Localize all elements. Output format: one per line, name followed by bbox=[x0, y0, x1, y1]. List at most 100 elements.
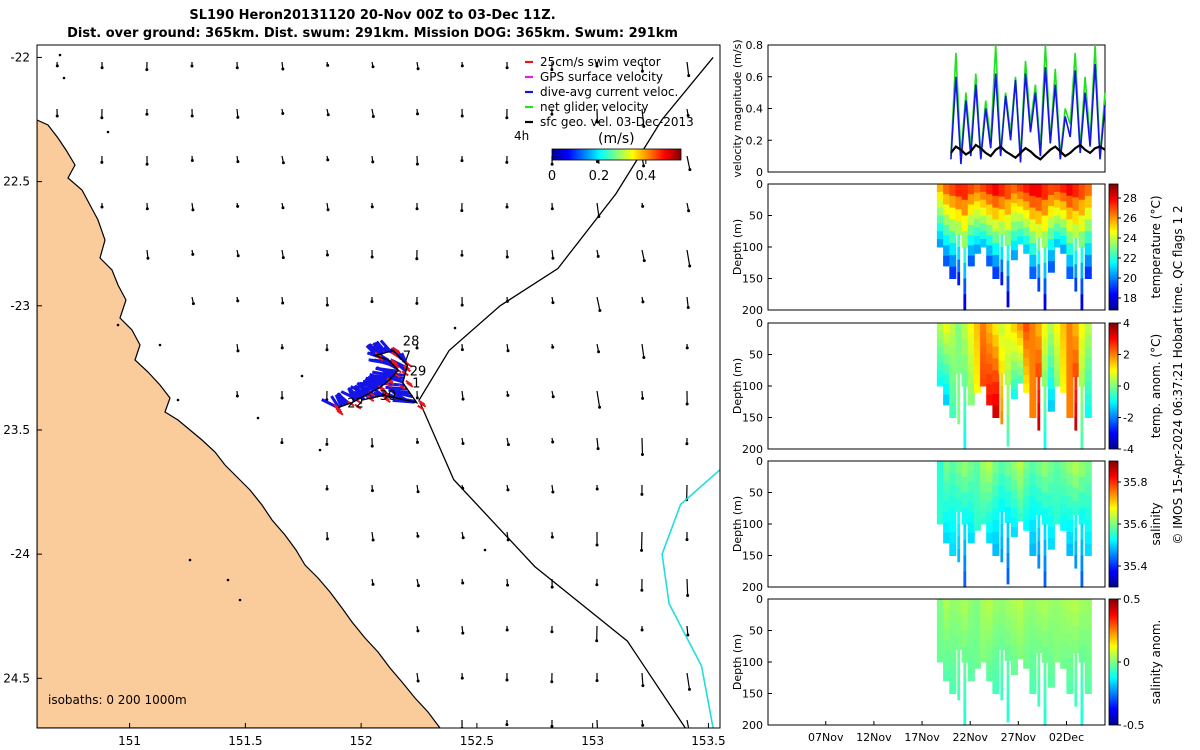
section-cell bbox=[986, 471, 994, 482]
section-cell bbox=[1084, 520, 1092, 533]
dive-avg-current-vector bbox=[359, 382, 382, 389]
section-cell bbox=[1066, 405, 1074, 418]
section-colorbar-tick-label: 4 bbox=[1123, 317, 1130, 330]
section-cell bbox=[986, 501, 994, 513]
section-cell bbox=[943, 650, 951, 661]
section-cell bbox=[973, 487, 981, 497]
section-cell bbox=[943, 461, 951, 472]
section-cell bbox=[1060, 236, 1068, 246]
section-cell bbox=[967, 501, 975, 513]
section-cell bbox=[1010, 212, 1018, 223]
section-cell bbox=[1006, 522, 1010, 539]
section-cell bbox=[973, 227, 981, 237]
depth-ylabel: Depth (m) bbox=[731, 358, 744, 414]
surface-velocity-arrowhead bbox=[460, 676, 464, 680]
section-cell bbox=[1029, 484, 1037, 497]
surface-velocity-arrowhead bbox=[371, 538, 375, 542]
map-y-tick-label: -24 bbox=[10, 547, 30, 561]
section-cell bbox=[992, 669, 1000, 683]
section-cell bbox=[1054, 468, 1061, 478]
section-cell bbox=[943, 333, 951, 344]
section-cell bbox=[1078, 508, 1086, 525]
section-cell bbox=[1084, 334, 1092, 348]
depth-tick-label: 0 bbox=[756, 317, 763, 330]
section-cell bbox=[949, 405, 957, 418]
section-cell bbox=[973, 633, 981, 643]
section-cell bbox=[980, 599, 988, 608]
section-cell bbox=[936, 215, 944, 224]
section-cell bbox=[1084, 472, 1092, 486]
section-cell bbox=[955, 486, 963, 500]
section-cell bbox=[986, 522, 994, 534]
section-cell bbox=[1029, 681, 1037, 694]
surface-velocity-arrowhead bbox=[595, 487, 599, 491]
surface-velocity-arrowhead bbox=[191, 252, 195, 256]
reef-island bbox=[106, 130, 110, 134]
surface-velocity-arrowhead bbox=[506, 349, 510, 353]
swim-vector bbox=[392, 348, 401, 355]
section-cell bbox=[963, 401, 967, 419]
section-cell bbox=[967, 184, 975, 195]
surface-velocity-arrowhead bbox=[505, 66, 509, 70]
section-colorbar-label: temperature (°C) bbox=[1149, 196, 1163, 299]
section-cell bbox=[992, 472, 1000, 486]
section-cell bbox=[1060, 607, 1068, 617]
section-cell bbox=[963, 571, 967, 588]
section-cell bbox=[1029, 472, 1037, 486]
depth-tick-label: 0 bbox=[756, 178, 763, 191]
section-cell bbox=[1054, 370, 1061, 379]
dive-avg-current-vector bbox=[334, 394, 343, 408]
section-cell bbox=[1023, 504, 1031, 514]
reef-island bbox=[256, 416, 260, 420]
section-cell bbox=[943, 522, 951, 534]
section-cell bbox=[992, 323, 1000, 336]
section-cell bbox=[1074, 376, 1078, 391]
section-cell bbox=[1054, 599, 1061, 608]
section-cell bbox=[1084, 346, 1092, 359]
section-cell bbox=[1004, 230, 1012, 246]
section-cell bbox=[1010, 498, 1018, 509]
section-cell bbox=[1041, 599, 1049, 616]
section-cell bbox=[1072, 363, 1080, 378]
section-cell bbox=[1037, 237, 1041, 252]
section-cell bbox=[1084, 382, 1092, 395]
section-cell bbox=[992, 658, 1000, 671]
section-cell bbox=[943, 204, 951, 216]
section-cell bbox=[1023, 323, 1031, 333]
section-cell bbox=[1017, 323, 1025, 331]
surface-velocity-arrowhead bbox=[461, 581, 465, 585]
section-cell bbox=[1010, 250, 1018, 261]
section-cell bbox=[1035, 501, 1043, 516]
surface-velocity-arrowhead bbox=[505, 205, 509, 209]
section-cell bbox=[943, 384, 951, 396]
section-cell bbox=[1041, 215, 1049, 232]
map-y-tick-label: 23.5 bbox=[3, 423, 30, 437]
section-cell bbox=[1000, 536, 1004, 550]
surface-velocity-arrowhead bbox=[280, 346, 284, 350]
section-cell bbox=[1084, 393, 1092, 407]
surface-velocity-arrowhead bbox=[506, 488, 510, 492]
dive-avg-current-vector bbox=[362, 379, 385, 386]
surface-velocity-arrowhead bbox=[506, 443, 510, 447]
section-cell bbox=[973, 513, 981, 523]
section-cell bbox=[967, 670, 975, 682]
section-cell bbox=[973, 469, 981, 479]
section-cell bbox=[992, 382, 1000, 395]
section-cell bbox=[957, 247, 961, 261]
section-cell bbox=[1004, 461, 1012, 477]
section-cell bbox=[1060, 504, 1068, 514]
section-cell bbox=[1047, 632, 1055, 644]
date-tick-label: 27Nov bbox=[1001, 731, 1037, 744]
section-cell bbox=[1010, 517, 1018, 528]
section-cell bbox=[1060, 513, 1068, 523]
section-cell bbox=[1029, 461, 1037, 474]
section-cell bbox=[936, 606, 944, 616]
section-cell bbox=[1054, 484, 1061, 493]
section-cell bbox=[963, 662, 967, 679]
section-cell bbox=[1043, 278, 1047, 295]
swim-vector bbox=[382, 395, 390, 402]
section-cell bbox=[1010, 461, 1018, 471]
temperature-section-panel: 0 50 100 150 200 Depth (m) 18 20 22 24 26 28 tempera… bbox=[731, 178, 1163, 317]
section-cell bbox=[973, 349, 981, 359]
